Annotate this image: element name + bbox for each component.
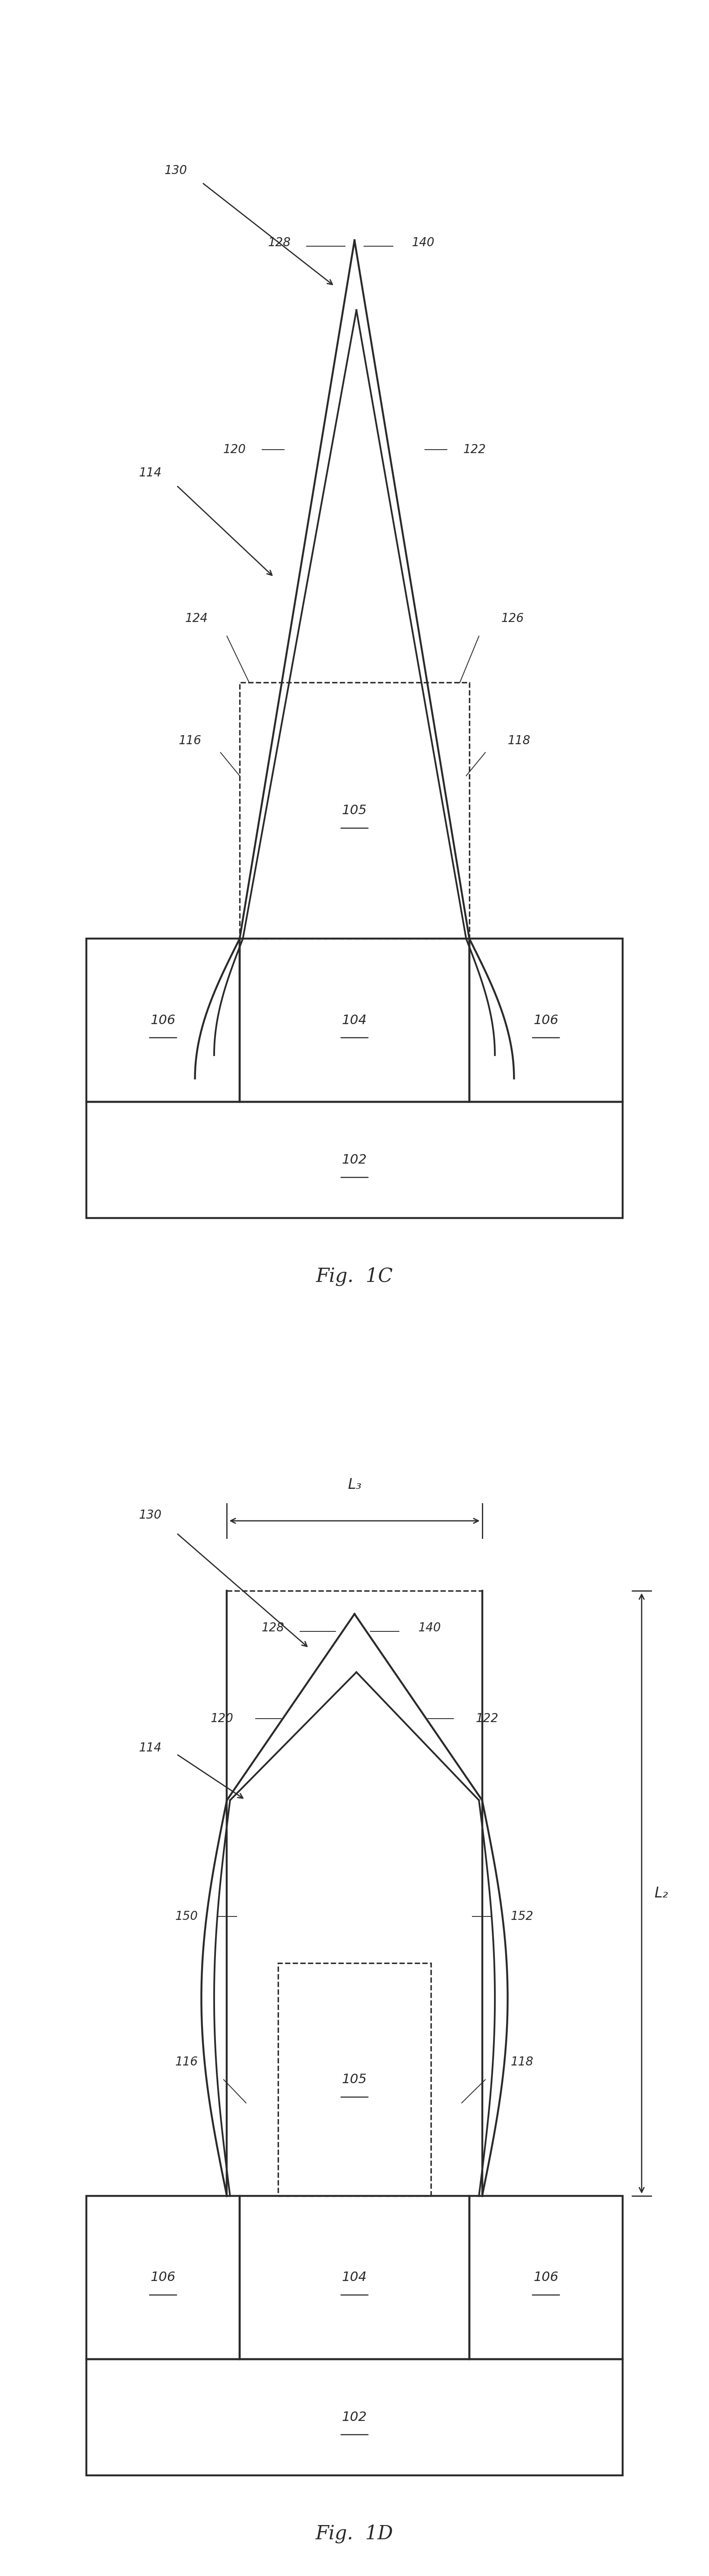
- Text: 128: 128: [268, 237, 291, 250]
- Text: 124: 124: [185, 613, 208, 623]
- Text: 106: 106: [533, 2272, 559, 2285]
- Text: 116: 116: [179, 734, 201, 747]
- Text: 114: 114: [139, 1741, 162, 1754]
- Text: 118: 118: [510, 2056, 534, 2069]
- Text: 122: 122: [463, 443, 486, 456]
- Text: 102: 102: [342, 1154, 367, 1167]
- Text: 140: 140: [412, 237, 435, 250]
- Text: L₃: L₃: [347, 1479, 362, 1492]
- Text: 114: 114: [139, 466, 162, 479]
- Text: 118: 118: [508, 734, 530, 747]
- Text: 106: 106: [533, 1015, 559, 1025]
- Text: Fig.  1C: Fig. 1C: [316, 1267, 393, 1285]
- Text: 140: 140: [418, 1623, 441, 1633]
- Text: 105: 105: [342, 2074, 367, 2087]
- Text: 102: 102: [342, 2411, 367, 2424]
- Text: 104: 104: [342, 2272, 367, 2285]
- Text: 120: 120: [223, 443, 246, 456]
- Text: 130: 130: [164, 165, 187, 178]
- Text: 152: 152: [510, 1911, 534, 1922]
- Text: Fig.  1D: Fig. 1D: [316, 2524, 393, 2543]
- Text: 128: 128: [262, 1623, 284, 1633]
- Text: 150: 150: [175, 1911, 199, 1922]
- Text: 106: 106: [150, 2272, 176, 2285]
- Text: 120: 120: [211, 1713, 233, 1726]
- Text: 104: 104: [342, 1015, 367, 1025]
- Text: 126: 126: [501, 613, 524, 623]
- Text: L₂: L₂: [654, 1886, 668, 1901]
- Text: 105: 105: [342, 804, 367, 817]
- Text: 122: 122: [476, 1713, 498, 1726]
- Text: 116: 116: [175, 2056, 199, 2069]
- Text: 106: 106: [150, 1015, 176, 1025]
- Text: 130: 130: [139, 1510, 162, 1520]
